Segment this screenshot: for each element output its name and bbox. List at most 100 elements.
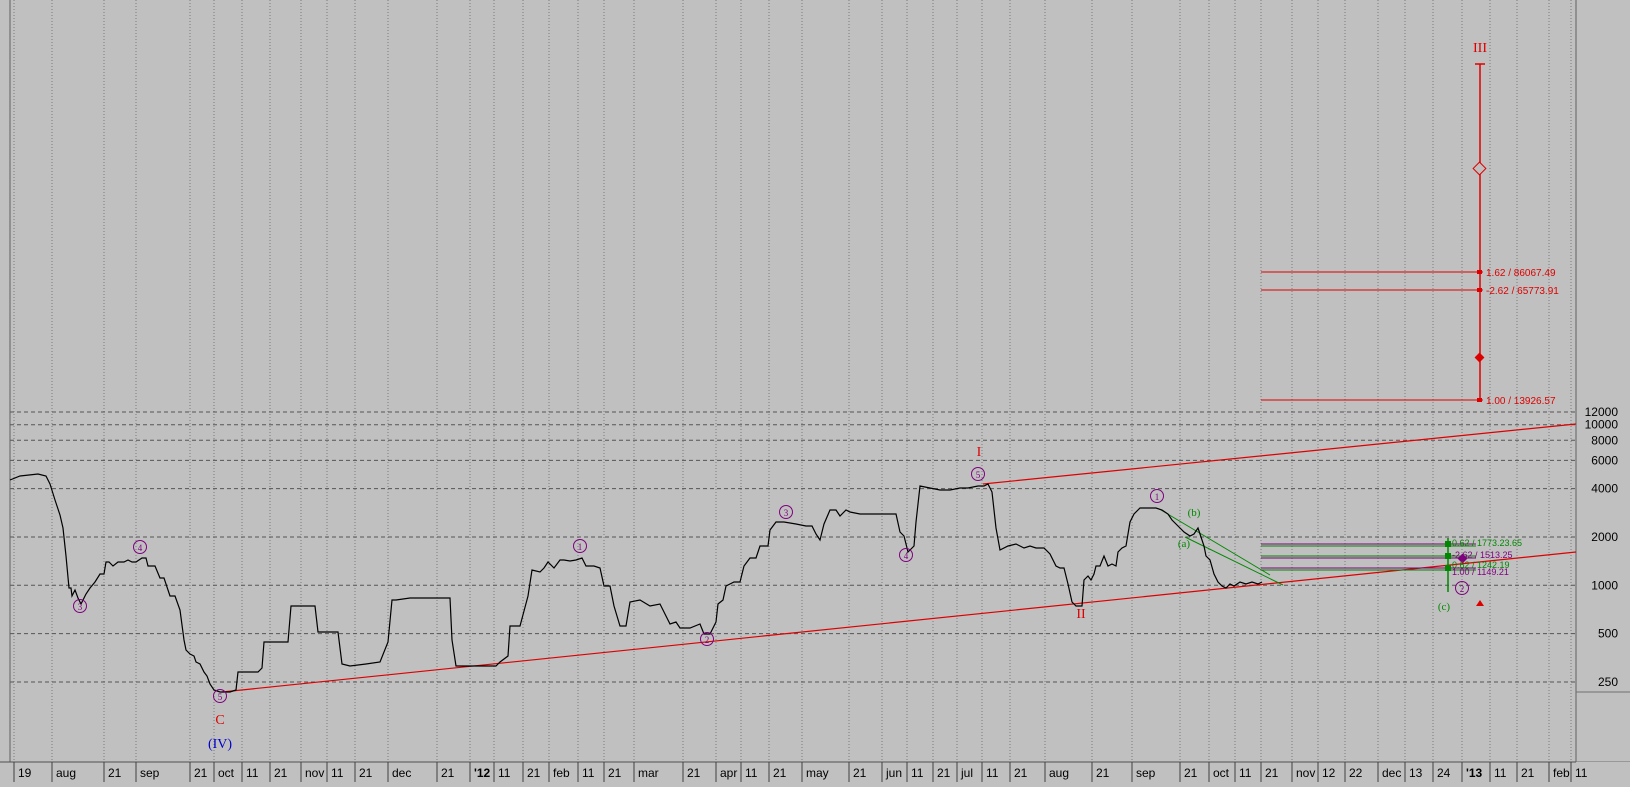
wave-label-text: 1 <box>1155 492 1160 502</box>
price-level-label: 1000 <box>1591 578 1618 592</box>
time-axis-label: 21 <box>1096 766 1110 780</box>
green-fib-levels: 0.62 / 1773.23.65 -2.62 / 1513.250.62 / 1… <box>1261 538 1522 592</box>
wave-label-circle <box>1150 489 1164 503</box>
time-axis-label: 21 <box>1184 766 1198 780</box>
wave-label-circle <box>899 548 913 562</box>
red-fib-label: 1.00 / 13926.57 <box>1486 396 1556 407</box>
wave-label-text: 1 <box>578 542 583 552</box>
wave-label-text: (a) <box>1178 538 1191 550</box>
green-channel-lower <box>1184 536 1284 586</box>
time-axis-label: 24 <box>1437 766 1451 780</box>
wave-label-text: (IV) <box>208 737 232 752</box>
time-axis-label: 21 <box>1014 766 1028 780</box>
price-level-label: 4000 <box>1591 482 1618 496</box>
time-axis-label: 22 <box>1349 766 1363 780</box>
time-axis-label: mar <box>638 766 659 780</box>
time-axis-label: 11 <box>911 766 924 780</box>
red-open-diamond <box>1472 161 1487 176</box>
green-fib-label: 0.62 / 1242.19 <box>1452 560 1510 570</box>
wave-label-text: 2 <box>1460 584 1465 594</box>
wave-label-circle <box>573 539 587 553</box>
time-axis-label: 11 <box>498 766 511 780</box>
wave-label-text: (b) <box>1188 507 1201 519</box>
time-axis-label: aug <box>1049 766 1069 780</box>
time-axis-label: may <box>806 766 829 780</box>
time-axis-label: 11 <box>1494 766 1507 780</box>
time-axis-label: 21 <box>194 766 208 780</box>
price-line <box>9 473 1263 693</box>
time-axis-label: 11 <box>1575 766 1588 780</box>
wave-label-text: (c) <box>1438 601 1451 613</box>
red-fib-label: 1.62 / 86067.49 <box>1486 268 1556 279</box>
time-axis-label: 21 <box>1265 766 1279 780</box>
wave-label-circle <box>779 505 793 519</box>
time-axis-label: 11 <box>986 766 999 780</box>
green-channel-upper <box>1160 509 1271 576</box>
time-axis-label: oct <box>218 766 235 780</box>
wave-label-text: 3 <box>784 508 789 518</box>
time-axis-label: feb <box>553 766 570 780</box>
wave-label-text: I <box>977 445 982 460</box>
price-level-label: 6000 <box>1591 453 1618 467</box>
red-triangle-marker <box>1476 600 1484 606</box>
time-axis-label: 19 <box>18 766 32 780</box>
time-axis-label: feb <box>1553 766 1570 780</box>
wave-label-text: C <box>215 713 224 728</box>
green-fib-label: 1.00 / 1149.21 <box>1452 567 1509 577</box>
time-axis-label: 21 <box>527 766 541 780</box>
vertical-grid <box>13 0 1572 762</box>
wave-label-text: 5 <box>218 692 223 702</box>
red-fib-marker <box>1477 270 1482 274</box>
time-axis-label: 21 <box>108 766 122 780</box>
time-axis-label: '12 <box>474 766 491 780</box>
time-axis-label: 21 <box>1521 766 1535 780</box>
wave-label-circle <box>213 689 227 703</box>
time-axis-label: apr <box>720 766 737 780</box>
wave-label-circle <box>1455 581 1469 595</box>
time-axis-label: 21 <box>853 766 867 780</box>
time-axis-label: 11 <box>246 766 259 780</box>
wave-label-text: 4 <box>904 551 909 561</box>
time-axis-label: dec <box>1382 766 1401 780</box>
time-axis-label: aug <box>56 766 76 780</box>
lower-trendline <box>221 551 1577 693</box>
time-axis-label: 21 <box>937 766 951 780</box>
wave-label-circle <box>700 632 714 646</box>
time-axis-label: 21 <box>608 766 622 780</box>
time-axis-label: nov <box>1296 766 1315 780</box>
red-fib-marker <box>1477 398 1482 402</box>
wave-label-circle <box>971 467 985 481</box>
green-fib-marker <box>1445 565 1451 571</box>
price-level-label: 250 <box>1598 675 1618 689</box>
time-axis-label: jun <box>885 766 902 780</box>
red-fib-marker <box>1477 288 1482 292</box>
wave-label-text: II <box>1076 607 1086 622</box>
time-axis-label: 11 <box>582 766 595 780</box>
time-axis-label: 21 <box>773 766 787 780</box>
time-axis-label: 11 <box>331 766 344 780</box>
wave-label-circle <box>73 599 87 613</box>
green-channel <box>1160 509 1284 586</box>
time-axis-label: sep <box>140 766 160 780</box>
green-fib-marker <box>1445 541 1451 547</box>
time-axis-label: jul <box>960 766 973 780</box>
time-axis: 19 aug 21 sep 21 oct 11 21 nov 11 21 dec 21 '12 11 21 fe… <box>0 761 1630 782</box>
time-axis-label: dec <box>392 766 411 780</box>
time-axis-label: 21 <box>359 766 373 780</box>
price-series <box>9 473 1263 693</box>
red-filled-diamond <box>1474 352 1485 363</box>
time-axis-label: sep <box>1136 766 1156 780</box>
green-fib-label: 0.62 / 1773.23.65 <box>1452 538 1522 548</box>
green-fib-marker <box>1445 553 1451 559</box>
price-level-label: 500 <box>1598 627 1618 641</box>
time-axis-band <box>0 762 1630 782</box>
price-level-label: 2000 <box>1591 530 1618 544</box>
time-axis-label: 11 <box>745 766 758 780</box>
purple-diamond-marker <box>1457 553 1468 564</box>
time-axis-label: oct <box>1213 766 1230 780</box>
